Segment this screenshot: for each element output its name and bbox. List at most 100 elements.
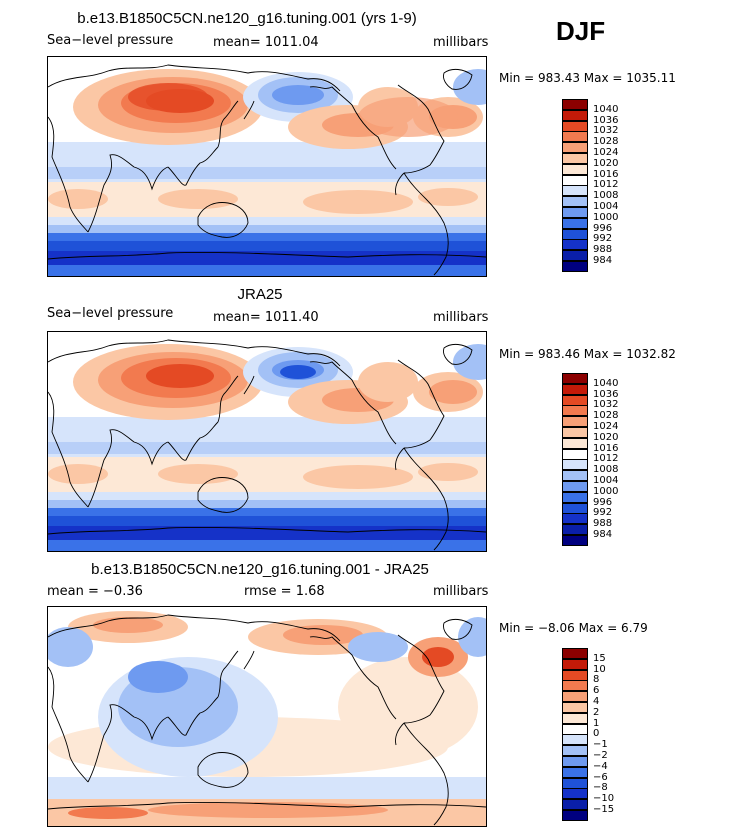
southern-band [48,251,486,267]
coastline-segment [48,339,341,367]
colorbar-tick-label: 1024 [593,147,619,158]
colorbar-swatch [562,799,588,811]
pressure-contour [148,802,388,818]
colorbar-tick-label: 1032 [593,399,619,411]
itcz-band [48,167,486,179]
colorbar-swatch [562,513,588,525]
colorbar-tick-label: −8 [593,782,608,794]
colorbar-tick-label: 984 [593,529,613,540]
southern-band [48,500,486,510]
panel2-variable-label: Sea−level pressure [47,306,174,321]
coastlines [48,339,486,551]
colorbar-tick-label: 1012 [593,179,619,191]
coastline-segment [217,375,239,423]
pressure-contour [303,190,413,214]
colorbar-swatch [562,502,588,514]
pressure-contour [128,83,208,111]
coastline-segment [243,650,255,670]
colorbar-swatch [562,459,588,471]
colorbar-swatch [562,185,588,197]
colorbar-swatch [562,437,588,449]
coastline-segment [133,441,169,466]
coastline-segment [395,172,405,196]
southern-band [48,516,486,528]
colorbar-tick-label: 1000 [593,485,619,497]
colorbar-tick-label: −10 [593,793,615,805]
colorbar-swatch [562,745,588,757]
pressure-contour [453,344,486,380]
colorbar-swatch [562,394,588,406]
coastline-segment [197,202,249,238]
colorbar-swatch [562,416,588,428]
map-canvas [48,607,486,826]
pressure-contour [358,362,418,402]
subtropical-high-band [48,457,486,492]
colorbar-tick-label: 992 [593,507,613,519]
antarctic-band [48,540,486,551]
colorbar-tick-label: 1028 [593,136,619,148]
panel3-title: b.e13.B1850C5CN.ne120_g16.tuning.001 - J… [91,561,429,578]
colorbar-tick-label: 6 [593,685,600,697]
colorbar-tick-label: 0 [593,728,600,740]
colorbar-tick-label: 1004 [593,201,619,212]
panel1-units-label: millibars [433,35,489,50]
pressure-contour [272,85,324,105]
colorbar-swatch [562,702,588,713]
colorbar-swatch [562,470,588,482]
colorbar-swatch [562,524,588,536]
coastline-segment [395,722,405,746]
colorbar-tick-label: 10 [593,663,606,675]
colorbar-tick-label: 4 [593,696,600,707]
colorbar-swatch [562,448,588,460]
colorbar-swatch [562,405,588,417]
coastline-segment [48,391,89,508]
pressure-contour [348,632,408,662]
colorbar-swatch [562,120,588,132]
colorbar-swatch [562,788,588,800]
southern-band [48,217,486,227]
colorbar-swatch [562,99,588,110]
colorbar-swatch [562,669,588,681]
coastline-segment [48,802,486,810]
colorbar-tick-label: 8 [593,674,600,686]
pressure-contour [158,189,238,209]
panel2-mean-label: mean= 1011.40 [213,310,319,325]
colorbar-tick-label: 1004 [593,475,619,486]
colorbar-tick-label: 996 [593,496,613,508]
colorbar-tick-label: 1036 [593,388,619,400]
colorbar-tick-label: 2 [593,706,600,718]
colorbar-tick-label: −4 [593,760,608,772]
coastline-segment [403,172,449,276]
colorbar-swatch [562,196,588,208]
colorbar-tick-label: 1020 [593,157,619,169]
colorbar-swatch [562,734,588,746]
colorbar-tick-label: 988 [593,518,613,530]
colorbar-swatch [562,766,588,778]
coastline-segment [397,359,445,449]
colorbar-swatch [562,481,588,492]
coastline-segment [243,100,255,120]
colorbar-tick-label: 1020 [593,431,619,443]
colorbar-swatch [562,228,588,240]
coastlines [48,64,486,276]
colorbar-swatch [562,691,588,703]
colorbar-swatch [562,648,588,659]
coastline-segment [403,447,449,551]
southern-band [48,777,486,799]
panel1-minmax: Min = 983.43 Max = 1035.11 [499,71,676,85]
colorbar-tick-label: −6 [593,771,608,783]
southern-band [48,241,486,253]
colorbar-swatch [562,810,588,821]
colorbar-swatch [562,723,588,735]
colorbar-tick-label: 1012 [593,453,619,465]
map-canvas [48,57,486,276]
panel1-mean-label: mean= 1011.04 [213,35,319,50]
colorbar-tick-label: 1016 [593,168,619,180]
colorbar-tick-label: 1024 [593,421,619,432]
pressure-contour [453,69,486,105]
panel2-map [47,331,487,552]
panel2-units-label: millibars [433,310,489,325]
colorbar-tick-label: 992 [593,233,613,245]
coastline-segment [48,527,486,535]
colorbar-tick-label: 996 [593,222,613,234]
